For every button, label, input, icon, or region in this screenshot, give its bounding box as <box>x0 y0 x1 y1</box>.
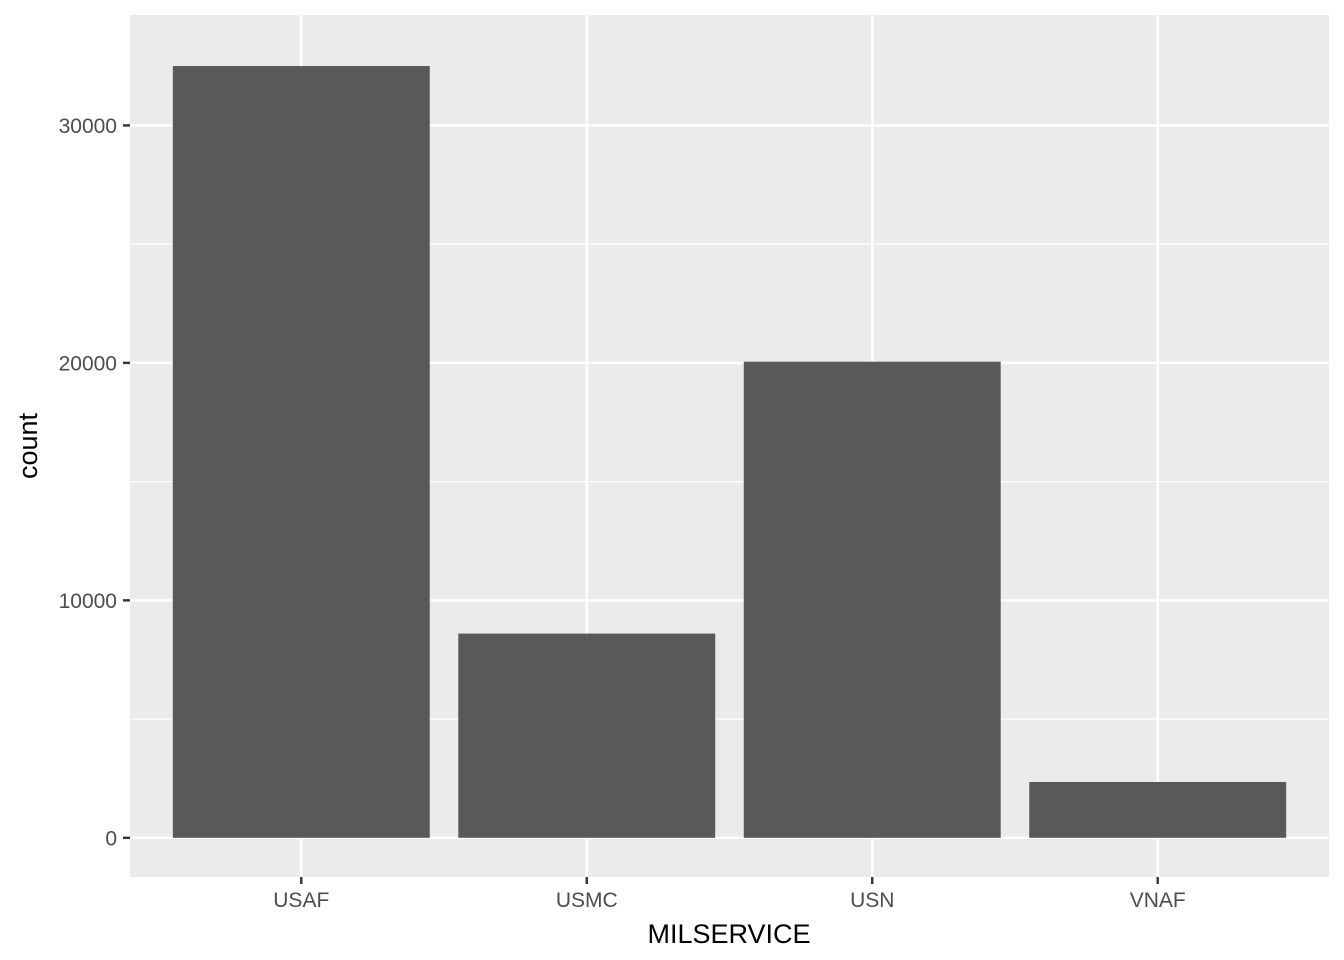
y-tick-label: 30000 <box>59 115 117 138</box>
x-tick-label: VNAF <box>1130 889 1186 912</box>
x-tick-label: USMC <box>556 889 618 912</box>
bar-usaf <box>172 66 430 838</box>
y-axis: 0 10000 20000 30000 <box>59 115 130 850</box>
y-tick-label: 10000 <box>59 590 117 613</box>
y-axis-title: count <box>13 412 43 479</box>
x-axis: USAF USMC USN VNAF <box>273 877 1186 912</box>
y-tick-label: 0 <box>105 827 117 850</box>
bar-vnaf <box>1029 782 1287 838</box>
x-tick-label: USN <box>850 889 894 912</box>
bar-usmc <box>458 633 716 838</box>
bars <box>172 66 1287 838</box>
x-tick-label: USAF <box>273 889 329 912</box>
bar-usn <box>743 361 1001 838</box>
y-tick-label: 20000 <box>59 352 117 375</box>
x-axis-title: MILSERVICE <box>647 919 810 949</box>
